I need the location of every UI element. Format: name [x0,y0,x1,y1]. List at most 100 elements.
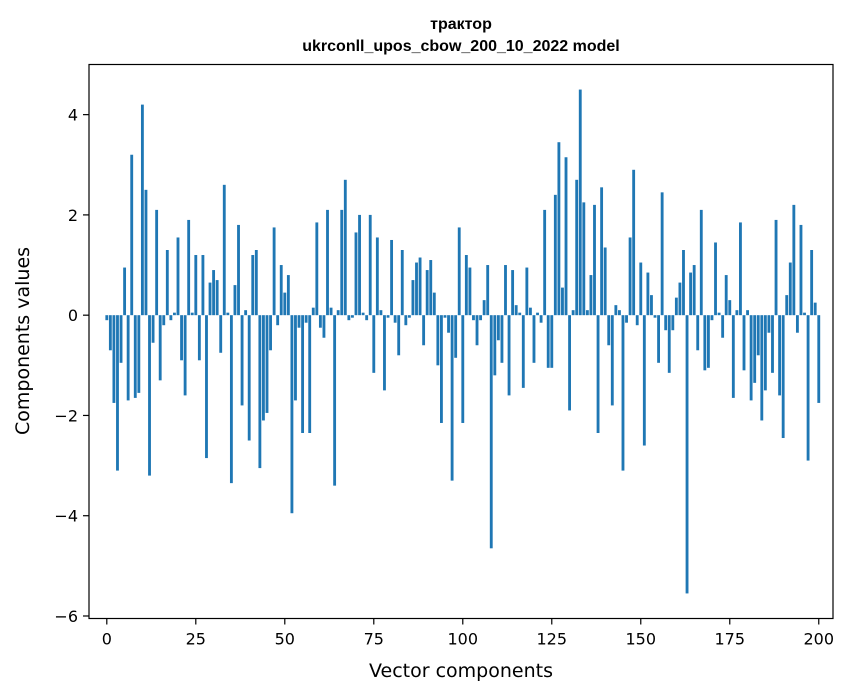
bar-113 [507,315,511,396]
bar-108 [489,315,493,549]
x-tick-label: 25 [186,630,206,649]
bar-3 [116,315,119,471]
y-tick-label: −2 [54,406,78,425]
bar-176 [731,315,735,398]
bar-20 [176,237,180,316]
bar-14 [155,209,159,316]
bar-172 [717,312,721,316]
bar-10 [140,104,144,316]
bar-93 [436,315,440,366]
bar-119 [528,307,532,316]
bar-4 [119,315,123,363]
bar-128 [561,287,564,316]
bar-49 [279,265,283,316]
chart-title: трактор [430,16,492,33]
bar-126 [553,194,557,316]
y-axis-ticks: −6 −4 −2 0 2 4 [54,106,89,626]
bar-181 [749,315,753,401]
bar-101 [464,255,468,316]
bar-186 [767,315,771,333]
bar-165 [692,265,696,316]
bar-1 [108,315,112,351]
bar-105 [479,315,483,321]
bar-159 [671,315,675,331]
x-axis-ticks: 0 25 50 75 100 125 150 175 200 [102,618,834,649]
bar-183 [756,315,760,356]
bar-197 [806,315,810,461]
bar-52 [290,315,294,514]
bar-54 [297,315,301,328]
x-tick-label: 175 [714,630,745,649]
bar-160 [674,297,678,316]
bar-17 [165,250,169,316]
bar-144 [617,310,621,316]
bar-177 [735,310,739,316]
bar-124 [546,315,550,368]
bar-81 [393,315,397,323]
bar-115 [514,305,518,316]
y-tick-label: 0 [68,306,78,325]
bar-187 [771,315,774,373]
bar-59 [315,222,319,316]
bar-86 [411,280,415,316]
bar-180 [746,310,749,316]
bar-67 [343,179,347,316]
bar-33 [222,184,226,316]
bar-34 [226,312,230,316]
bar-122 [539,315,543,323]
bar-131 [571,310,575,316]
bar-37 [237,224,240,316]
bar-57 [308,315,312,433]
bar-36 [233,285,237,316]
bar-152 [646,272,650,316]
bar-91 [429,260,433,316]
bar-182 [753,315,757,383]
bar-145 [621,315,625,471]
bar-107 [486,265,490,316]
bar-147 [628,237,632,316]
bar-161 [678,282,682,316]
bar-170 [710,315,714,321]
bar-74 [368,214,372,316]
bar-22 [183,315,187,396]
bar-51 [286,275,290,316]
bar-75 [372,315,376,373]
bar-48 [276,315,280,326]
bar-98 [454,315,458,358]
bar-11 [144,189,148,316]
y-tick-label: −4 [54,507,78,526]
bar-44 [262,315,265,421]
bar-23 [187,219,191,316]
bar-156 [660,192,664,316]
bar-151 [642,315,646,446]
bar-24 [190,312,194,316]
bar-99 [457,227,461,316]
y-axis-label: Components values [12,247,34,435]
bar-150 [639,262,643,316]
bar-50 [283,292,287,316]
bar-7 [130,154,134,316]
plot-frame [88,63,834,620]
bar-84 [404,315,408,326]
bar-83 [400,250,404,316]
bar-41 [251,255,255,316]
bar-2 [112,315,116,403]
bar-35 [229,315,233,484]
bar-164 [689,272,693,316]
bar-43 [258,315,262,469]
bar-135 [585,310,589,316]
bar-19 [173,312,176,316]
bar-79 [386,315,390,318]
bar-21 [180,315,183,361]
x-tick-label: 75 [364,630,384,649]
bar-32 [219,315,223,353]
x-tick-label: 150 [625,630,656,649]
bar-46 [269,315,272,351]
bar-110 [496,315,500,341]
bar-56 [304,315,308,323]
bar-134 [582,202,586,316]
bar-171 [714,242,717,316]
bar-109 [493,315,497,376]
bar-64 [333,315,337,486]
